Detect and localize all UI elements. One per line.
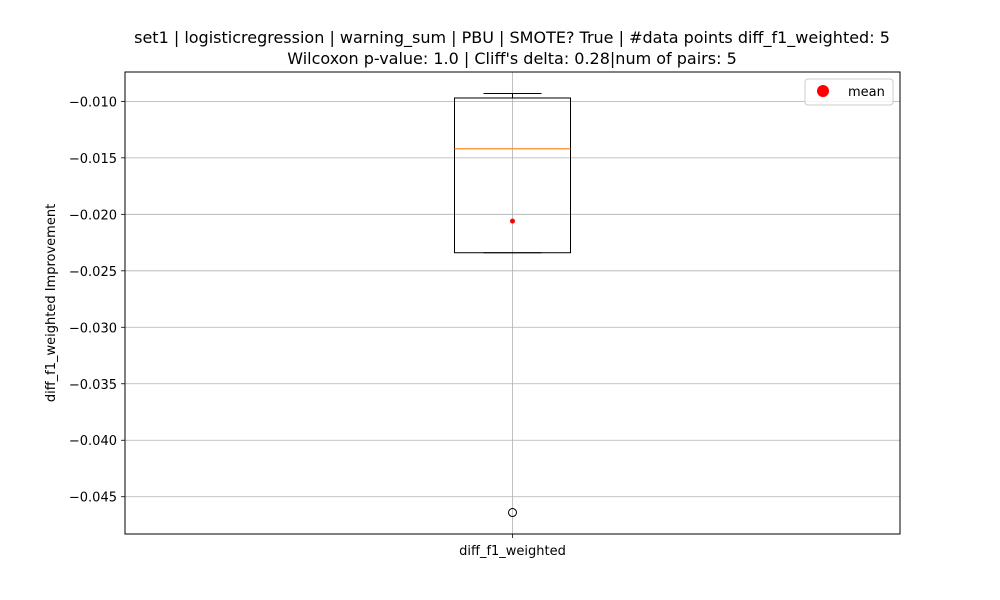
- y-tick-label: −0.010: [69, 95, 117, 110]
- y-axis: −0.010 −0.015 −0.020 −0.025 −0.030 −0.035 −0.0…: [69, 95, 125, 506]
- box-iqr: [454, 97, 571, 254]
- y-tick-label: −0.025: [69, 265, 117, 280]
- legend-frame: [804, 78, 894, 106]
- y-tick-label: −0.015: [69, 152, 117, 167]
- y-tick-label: −0.030: [69, 321, 117, 336]
- mean-marker: [510, 218, 515, 224]
- y-tick-label: −0.045: [69, 491, 117, 506]
- chart-title-line-2: Wilcoxon p-value: 1.0 | Cliff's delta: 0…: [287, 49, 737, 68]
- chart-title-line-1: set1 | logisticregression | warning_sum …: [134, 28, 890, 48]
- y-tick-label: −0.020: [69, 208, 117, 223]
- legend-mean-label: mean: [848, 85, 885, 100]
- boxplot: [454, 92, 571, 518]
- y-tick-label: −0.035: [69, 378, 117, 393]
- outlier-point: [508, 508, 517, 518]
- legend-mean-marker: [817, 85, 829, 97]
- legend: mean: [804, 78, 894, 106]
- x-tick-label: diff_f1_weighted: [459, 544, 566, 559]
- y-axis-label: diff_f1_weighted Improvement: [44, 204, 59, 402]
- x-axis: diff_f1_weighted: [459, 534, 566, 559]
- y-tick-label: −0.040: [69, 434, 117, 449]
